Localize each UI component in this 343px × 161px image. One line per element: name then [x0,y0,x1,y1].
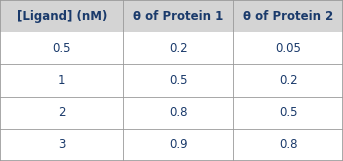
Bar [123,64,233,97]
Bar [123,97,233,129]
Bar [0,64,123,97]
Bar [123,0,233,32]
Bar [233,32,343,64]
Bar [233,64,343,97]
Text: 1: 1 [58,74,66,87]
Text: 0.2: 0.2 [169,42,188,55]
Bar [123,129,233,161]
Bar [233,129,343,161]
Text: 0.8: 0.8 [279,138,297,151]
Bar [0,32,123,64]
Text: 0.8: 0.8 [169,106,188,119]
Text: θ of Protein 2: θ of Protein 2 [243,10,333,23]
Text: 0.5: 0.5 [52,42,71,55]
Bar [233,97,343,129]
Text: 0.9: 0.9 [169,138,188,151]
Text: 0.05: 0.05 [275,42,301,55]
Bar [0,0,123,32]
Text: 0.5: 0.5 [279,106,297,119]
Text: 0.5: 0.5 [169,74,188,87]
Text: 0.2: 0.2 [279,74,297,87]
Text: θ of Protein 1: θ of Protein 1 [133,10,224,23]
Text: 3: 3 [58,138,66,151]
Bar [123,32,233,64]
Bar [0,97,123,129]
Bar [0,129,123,161]
Bar [233,0,343,32]
Text: [Ligand] (nM): [Ligand] (nM) [16,10,107,23]
Text: 2: 2 [58,106,66,119]
